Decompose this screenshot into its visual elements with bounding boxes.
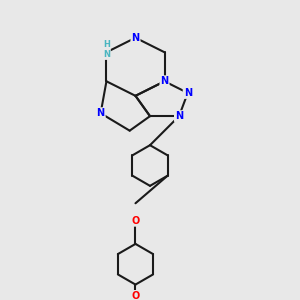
Text: N: N: [131, 33, 140, 43]
Text: N: N: [175, 111, 183, 121]
Text: N: N: [184, 88, 192, 98]
Text: N: N: [160, 76, 169, 86]
Text: O: O: [131, 291, 140, 300]
Text: H
N: H N: [103, 40, 110, 59]
Text: O: O: [131, 216, 140, 226]
Text: N: N: [97, 108, 105, 118]
